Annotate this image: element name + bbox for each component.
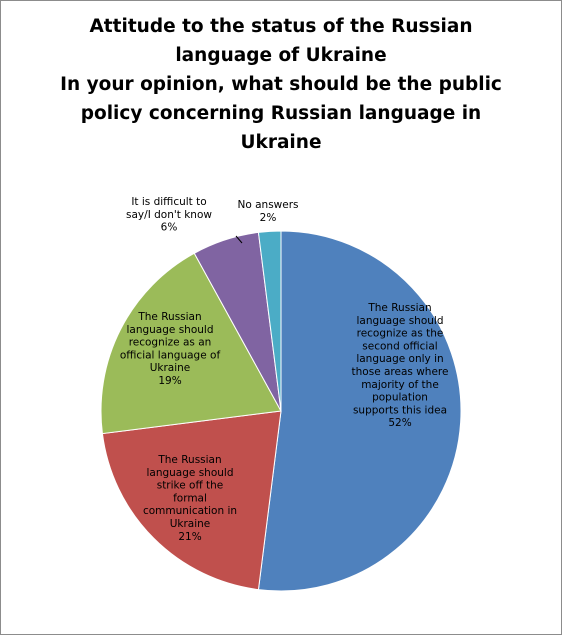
slice-official-language: [100, 252, 282, 435]
slice-value-label: 2%: [260, 212, 277, 224]
title-line: In your opinion, what should be the publ…: [60, 74, 502, 95]
slice-label-line: The Russian: [367, 302, 431, 314]
pie-slices: [100, 230, 462, 592]
slice-label-line: language should: [356, 315, 443, 327]
slice-label-line: strike off the: [157, 480, 224, 492]
slice-label-line: No answers: [237, 199, 298, 211]
slice-label-line: official language of: [120, 349, 221, 361]
slice-label-line: Ukraine: [150, 362, 191, 374]
slice-strike-off: [101, 410, 282, 591]
slice-label: The Russian language should recognize as a…: [120, 311, 221, 387]
title-line: Ukraine: [240, 132, 322, 153]
pie-labels: The Russian language should recognize as t…: [120, 196, 449, 543]
slice-value-label: 21%: [178, 531, 201, 543]
slice-label-line: recognize as an: [129, 337, 212, 349]
slice-label-line: language only in: [356, 353, 443, 365]
slice-label-line: supports this idea: [353, 404, 447, 416]
slice-label-line: majority of the: [361, 379, 439, 391]
slice-label-line: second official: [362, 340, 437, 352]
slice-label: The Russian language should strike off the…: [143, 454, 237, 543]
slice-label: The Russian language should recognize as t…: [352, 302, 449, 429]
title-line: language of Ukraine: [175, 45, 387, 66]
chart-title: Attitude to the status of the Russian la…: [20, 12, 542, 157]
slice-value-label: 19%: [158, 375, 181, 387]
slice-label-line: those areas where: [352, 366, 449, 378]
slice-label-line: The Russian: [157, 454, 221, 466]
leader-line: [235, 235, 243, 244]
slice-label-line: Ukraine: [170, 518, 211, 530]
slice-label-line: The Russian: [137, 311, 201, 323]
slice-no-answers: [257, 230, 282, 412]
slice-label-line: communication in: [143, 505, 237, 517]
slice-regional-official: [257, 230, 462, 592]
slice-label-line: It is difficult to: [131, 196, 206, 208]
slice-label-line: language should: [146, 467, 233, 479]
slice-label-line: say/I don't know: [126, 209, 212, 221]
slice-value-label: 6%: [161, 222, 178, 234]
title-line: Attitude to the status of the Russian: [89, 16, 473, 37]
slice-label: No answers 2%: [237, 199, 298, 224]
slice-label-line: population: [372, 392, 428, 404]
slice-label-line: language should: [126, 324, 213, 336]
slice-label-line: recognize as the: [357, 328, 444, 340]
slice-value-label: 52%: [388, 417, 411, 429]
slice-label: It is difficult to say/I don't know 6%: [126, 196, 212, 234]
slice-label-line: formal: [173, 492, 207, 504]
title-line: policy concerning Russian language in: [80, 103, 482, 124]
